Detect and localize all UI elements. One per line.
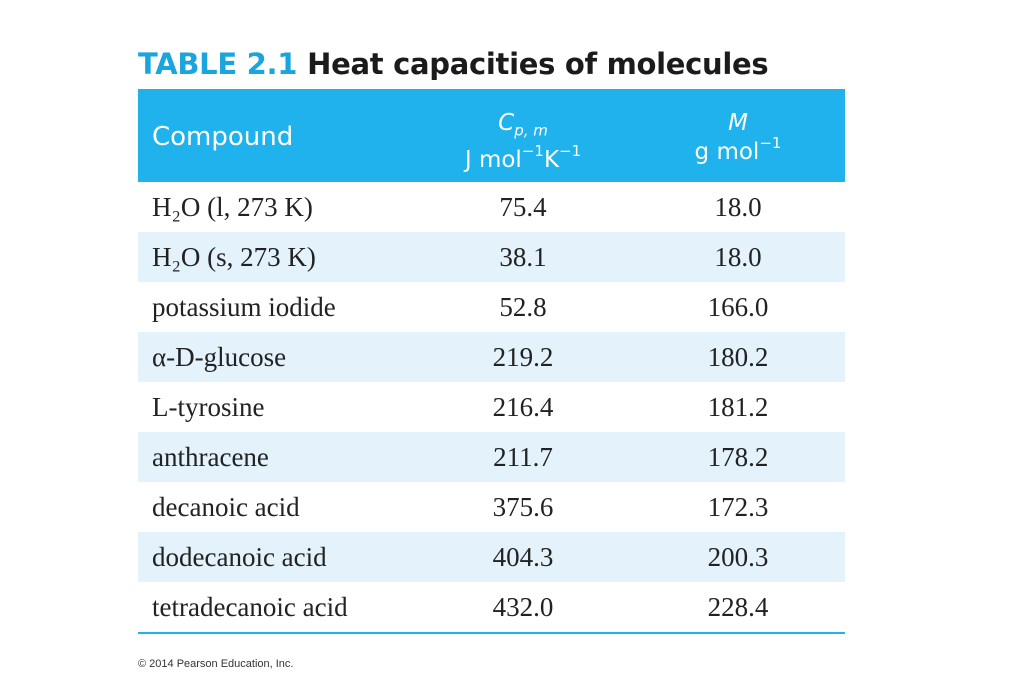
- compound-cell: tetradecanoic acid: [152, 592, 348, 622]
- table-row: L-tyrosine 216.4 181.2: [138, 382, 845, 432]
- compound-cell: H₂O (s, 273 K): [152, 242, 316, 272]
- header-cp-symbol-line: Cp, m: [428, 109, 618, 146]
- header-m-unit: g mol−1: [694, 134, 782, 165]
- molar-mass-cell: 180.2: [707, 342, 769, 372]
- heat-capacity-cell: 211.7: [493, 442, 553, 472]
- compound-cell: L-tyrosine: [152, 392, 265, 422]
- compound-cell: anthracene: [152, 442, 269, 472]
- table-row: decanoic acid 375.6 172.3: [138, 482, 845, 532]
- header-heat-capacity: Cp, m J mol−1K−1: [428, 109, 618, 175]
- table-row: H₂O (s, 273 K) 38.1 18.0: [138, 232, 845, 282]
- header-cp-symbol: C: [498, 110, 515, 136]
- header-molar-mass: M g mol−1: [643, 109, 833, 167]
- heat-capacity-cell: 432.0: [492, 592, 554, 622]
- copyright-notice: © 2014 Pearson Education, Inc.: [138, 658, 294, 670]
- molar-mass-cell: 228.4: [707, 592, 769, 622]
- heat-capacity-cell: 38.1: [499, 242, 547, 272]
- header-compound: Compound: [152, 122, 294, 152]
- compound-cell: H₂O (l, 273 K): [152, 192, 313, 222]
- table-header: Compound Cp, m J mol−1K−1 M g mol−1: [138, 93, 845, 182]
- table-row: anthracene 211.7 178.2: [138, 432, 845, 482]
- heat-capacity-cell: 219.2: [492, 342, 554, 372]
- molar-mass-cell: 178.2: [707, 442, 769, 472]
- molar-mass-cell: 18.0: [714, 192, 762, 222]
- compound-cell: decanoic acid: [152, 492, 300, 522]
- molar-mass-cell: 18.0: [714, 242, 762, 272]
- molar-mass-cell: 181.2: [707, 392, 769, 422]
- molar-mass-cell: 172.3: [707, 492, 769, 522]
- compound-cell: dodecanoic acid: [152, 542, 327, 572]
- header-cp-subscript: p, m: [514, 121, 548, 140]
- molar-mass-cell: 166.0: [707, 292, 769, 322]
- compound-cell: α-D-glucose: [152, 342, 287, 372]
- header-m-symbol: M: [728, 110, 748, 136]
- table-row: α-D-glucose 219.2 180.2: [138, 332, 845, 382]
- table-row: tetradecanoic acid 432.0 228.4: [138, 582, 845, 632]
- header-cp-unit: J mol−1K−1: [464, 141, 582, 173]
- compound-cell: potassium iodide: [152, 292, 336, 322]
- table-row: dodecanoic acid 404.3 200.3: [138, 532, 845, 582]
- table-row: potassium iodide 52.8 166.0: [138, 282, 845, 332]
- table-number: TABLE 2.1: [138, 47, 298, 81]
- table-caption: Heat capacities of molecules: [307, 47, 769, 81]
- molar-mass-cell: 200.3: [707, 542, 769, 572]
- heat-capacity-cell: 404.3: [492, 542, 554, 572]
- heat-capacity-cell: 75.4: [499, 192, 547, 222]
- heat-capacity-cell: 216.4: [492, 392, 554, 422]
- table-body: H₂O (l, 273 K) 75.4 18.0 H₂O (s, 273 K) …: [138, 182, 845, 632]
- table-title: TABLE 2.1 Heat capacities of molecules: [138, 44, 769, 84]
- heat-capacity-table: Compound Cp, m J mol−1K−1 M g mol−1 H₂O …: [138, 89, 845, 634]
- table-row: H₂O (l, 273 K) 75.4 18.0: [138, 182, 845, 232]
- table-top-rule: [138, 89, 845, 93]
- heat-capacity-cell: 375.6: [492, 492, 554, 522]
- table-bottom-rule: [138, 632, 845, 634]
- heat-capacity-cell: 52.8: [499, 292, 547, 322]
